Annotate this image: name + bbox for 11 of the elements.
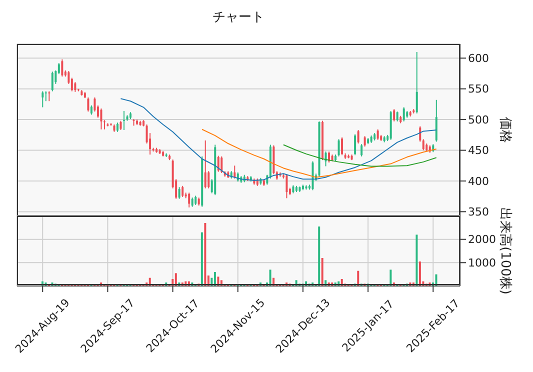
y-tick-label: 600 (468, 52, 489, 66)
y-axis-title: 価格 (498, 117, 512, 143)
y-tick-label: 1000 (468, 256, 496, 270)
y-tick-label: 450 (468, 144, 489, 158)
y-tick-label: 500 (468, 113, 489, 126)
chart-title: チャート (212, 9, 266, 26)
y-tick-label: 550 (468, 82, 489, 96)
y-axis-title: 出来高(100株) (498, 207, 512, 294)
y-tick-label: 400 (468, 174, 489, 188)
y-tick-label: 2000 (468, 233, 496, 246)
y-tick-label: 350 (468, 206, 489, 219)
